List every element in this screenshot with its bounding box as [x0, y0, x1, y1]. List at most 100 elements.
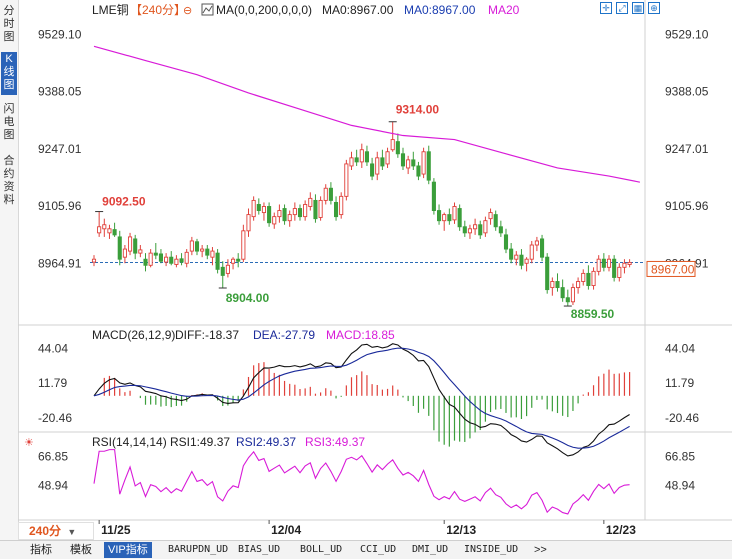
indicator-tab[interactable]: >> — [534, 544, 547, 556]
grid-icon[interactable]: ▦ — [632, 2, 644, 14]
indicator-tab[interactable]: BOLL_UD — [300, 544, 343, 555]
macd-axis: 44.04 44.04 11.79 11.79 -20.46 -20.46 — [38, 342, 699, 425]
legend-ma-params: MA(0,0,200,0,0,0) — [216, 3, 312, 17]
candle-body — [246, 214, 251, 232]
candle-body — [334, 201, 339, 218]
candle-body — [488, 212, 493, 220]
crosshair-icon[interactable]: ✛ — [600, 2, 612, 14]
candle-body — [158, 253, 164, 262]
period-selector-label: 240分 — [29, 524, 62, 538]
last-price-value: 8967.00 — [651, 262, 695, 276]
candle-body — [91, 258, 97, 263]
candle-body — [406, 159, 411, 169]
indicator-tab[interactable]: BARUPDN_UD — [168, 544, 229, 555]
rsi-legend-label: RSI(14,14,14) — [92, 435, 167, 449]
indicator-tab[interactable]: BIAS_UD — [238, 544, 281, 555]
candle-body — [519, 254, 524, 266]
settings-icon[interactable]: ⊖ — [183, 5, 192, 17]
candle-body — [601, 258, 606, 268]
indicator-tab-bar: 指标 模板 VIP指标 BARUPDN_UD BIAS_UD BOLL_UD CCI_UD D… — [0, 540, 732, 559]
indicator-tab[interactable]: VIP指标 — [104, 542, 152, 558]
legend-ma20: MA20 — [488, 3, 520, 17]
candle-body — [534, 240, 539, 246]
indicator-tab[interactable]: 指标 — [30, 544, 52, 556]
candle-body — [200, 248, 205, 252]
candle-body — [194, 241, 200, 252]
indicator-icon[interactable] — [201, 3, 214, 16]
price-tick-label-left: 9105.96 — [38, 199, 82, 213]
candle-body — [447, 214, 452, 222]
macd-tick-label-left: -20.46 — [38, 411, 72, 425]
candle-body — [153, 252, 158, 256]
candle-body — [313, 199, 318, 220]
indicator-tab[interactable]: 模板 — [70, 544, 92, 556]
price-tick-label-left: 9247.01 — [38, 142, 82, 156]
macd-tick-label-right: 11.79 — [665, 376, 694, 390]
annotation-low_right: 8859.50 — [571, 307, 615, 321]
rsi-tick-label-right: 48.94 — [665, 478, 695, 492]
candle-body — [164, 256, 169, 263]
candle-body — [498, 226, 503, 234]
candle-body — [169, 256, 174, 264]
price-annotations: 9092.50 8904.00 9314.00 8859.50 — [95, 103, 615, 321]
macd-legend-macd: MACD:18.85 — [326, 328, 395, 342]
zoom-in-icon[interactable]: ⊕ — [648, 2, 660, 14]
candle-body — [215, 252, 220, 270]
rsi-tick-label-left: 48.94 — [38, 478, 68, 492]
candle-body — [606, 258, 612, 268]
candle-body — [586, 272, 591, 287]
chevron-down-icon: ▼ — [67, 527, 77, 537]
kline-chart[interactable]: LME铜 【240分】 ⊖ MA(0,0,200,0,0,0) MA0:8967… — [18, 0, 732, 540]
rsi-settings-icon[interactable]: ☀ — [24, 437, 34, 449]
candle-body — [133, 238, 138, 254]
candle-body — [184, 251, 189, 264]
candle-body — [122, 248, 127, 258]
rsi-legend-rsi2: RSI2:49.37 — [236, 435, 296, 449]
tab-char: 电 — [3, 116, 15, 128]
candle-body — [364, 151, 370, 163]
price-tick-label-left: 9529.10 — [38, 28, 82, 42]
vertical-tab-strip: 分 时 图 K 线 图 闪 电 图 合 约 资 料 — [0, 0, 19, 540]
macd-tick-label-left: 44.04 — [38, 342, 68, 356]
period-selector[interactable]: 240分 ▼ — [18, 522, 94, 540]
annotation-low_left: 8904.00 — [226, 291, 270, 305]
candle-body — [267, 206, 272, 224]
candle-body — [292, 208, 297, 216]
price-tick-label-right: 9247.01 — [665, 142, 709, 156]
candle-body — [148, 252, 153, 266]
candle-body — [107, 228, 112, 234]
candle-body — [277, 210, 282, 218]
chart-frame — [18, 0, 732, 521]
candle-body — [524, 258, 529, 264]
candle-body — [308, 197, 313, 207]
candle-body — [256, 204, 261, 211]
annotation-high_left: 9092.50 — [102, 195, 146, 209]
candle-body — [127, 236, 133, 252]
candle-body — [112, 229, 117, 236]
tab-char: 线 — [3, 66, 15, 78]
candle-body — [509, 248, 514, 260]
candle-body — [375, 157, 380, 175]
candle-body — [370, 163, 375, 177]
indicator-tab[interactable]: CCI_UD — [360, 544, 397, 555]
tab-time-sharing[interactable]: 分 时 图 — [1, 4, 17, 45]
expand-icon[interactable]: ⤢ — [616, 2, 628, 14]
candle-body — [210, 250, 215, 258]
indicator-tab[interactable]: INSIDE_UD — [464, 544, 519, 555]
candle-body — [380, 157, 385, 167]
indicator-tab[interactable]: DMI_UD — [412, 544, 449, 555]
date-label: 12/04 — [271, 523, 301, 537]
tab-kline[interactable]: K 线 图 — [1, 52, 17, 95]
price-tick-label-right: 9388.05 — [665, 85, 709, 99]
candle-body — [622, 262, 627, 268]
tab-flash-chart[interactable]: 闪 电 图 — [1, 102, 17, 145]
candle-body — [493, 214, 498, 228]
candle-body — [297, 208, 303, 218]
candle-body — [529, 244, 534, 260]
macd-tick-label-right: 44.04 — [665, 342, 695, 356]
tab-contract-info[interactable]: 合 约 资 料 — [1, 154, 17, 211]
candle-body — [251, 199, 256, 218]
macd-legend-dea: DEA:-27.79 — [253, 328, 315, 342]
candle-body — [416, 165, 421, 177]
last-price-tag — [646, 260, 696, 277]
